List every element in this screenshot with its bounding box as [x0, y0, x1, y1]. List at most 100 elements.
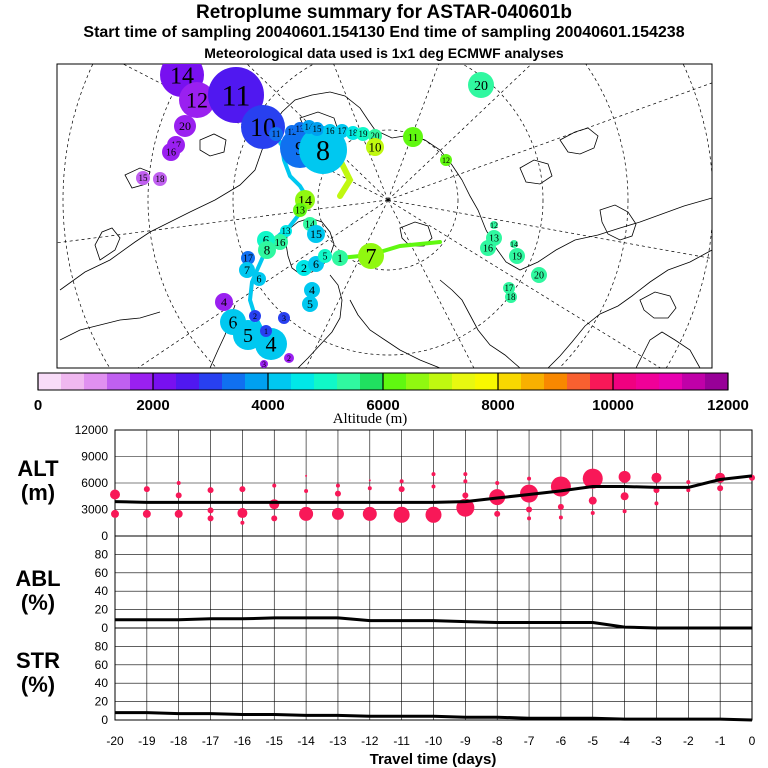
- alt-cluster-dot: [588, 496, 597, 505]
- str-y-tick-label: 40: [95, 676, 109, 690]
- alt-cluster-dot: [304, 488, 309, 493]
- alt-cluster-dot: [526, 506, 533, 513]
- alt-cluster-dot: [239, 486, 246, 493]
- abl-panel-title: ABL: [15, 566, 60, 591]
- map-cluster-marker: [335, 124, 349, 138]
- map-cluster-marker: [510, 240, 518, 248]
- map-cluster-label: 15: [310, 227, 322, 241]
- colorbar-cell: [636, 373, 660, 390]
- map-cluster-marker: [403, 127, 423, 147]
- colorbar-cell: [38, 373, 62, 390]
- map-cluster-label: 5: [243, 325, 253, 347]
- colorbar-cell: [130, 373, 154, 390]
- map-basemap: 1412111020171615189812131415161718192011…: [57, 64, 712, 368]
- map-cluster-label: 6: [229, 312, 238, 332]
- map-cluster-label: 13: [295, 206, 305, 217]
- map-cluster-label: 8: [316, 136, 330, 167]
- map-cluster-marker: [480, 240, 496, 256]
- x-tick-label: -19: [138, 734, 156, 748]
- alt-y-tick-label: 9000: [81, 450, 108, 464]
- map-cluster-marker: [153, 172, 167, 186]
- map-frame: [56, 63, 713, 369]
- map-cluster-marker: [280, 225, 292, 237]
- alt-cluster-dot: [305, 474, 308, 477]
- map-cluster-label: 4: [309, 283, 315, 297]
- map-cluster-label: 17: [505, 283, 515, 293]
- map-cluster-marker: [531, 267, 547, 283]
- alt-cluster-dot: [550, 476, 571, 497]
- alt-cluster-dot: [176, 481, 181, 485]
- alt-cluster-dot: [269, 499, 280, 510]
- colorbar-cell: [383, 373, 407, 390]
- colorbar-cell: [61, 373, 85, 390]
- alt-cluster-dot: [463, 472, 468, 477]
- colorbar-cell: [107, 373, 131, 390]
- colorbar-tick-label: 8000: [481, 397, 514, 414]
- map-cluster-label: 20: [179, 119, 191, 133]
- colorbar-cell: [176, 373, 200, 390]
- alt-cluster-dot: [717, 485, 724, 492]
- abl-y-tick-label: 40: [95, 584, 109, 598]
- alt-panel-grid: 0 3000 6000 9000 12000: [75, 423, 753, 543]
- x-tick-label: -10: [425, 734, 443, 748]
- map-cluster-marker: [318, 249, 332, 263]
- map-cluster-label: 17: [338, 126, 348, 136]
- alt-cluster-dot: [272, 483, 277, 488]
- map-cluster-marker: [490, 221, 498, 229]
- x-tick-label: 0: [749, 734, 756, 748]
- alt-cluster-dot: [398, 486, 405, 493]
- colorbar-cell: [613, 373, 637, 390]
- alt-y-tick-label: 12000: [75, 423, 109, 437]
- alt-cluster-dot: [174, 509, 183, 518]
- colorbar-cell: [268, 373, 292, 390]
- map-cluster-label: 14: [510, 240, 518, 249]
- colorbar-cell: [659, 373, 683, 390]
- alt-cluster-dot: [271, 515, 278, 522]
- chart-title: Retroplume summary for ASTAR-040601b: [196, 2, 572, 23]
- map-cluster-marker: [358, 243, 384, 269]
- map-cluster-label: 2: [301, 261, 307, 275]
- map-cluster-label: 19: [359, 129, 369, 139]
- map-cluster-marker: [503, 282, 515, 294]
- alt-panel-unit: (m): [21, 480, 55, 505]
- alt-series-line: [114, 474, 753, 504]
- map-cluster-marker: [272, 234, 288, 250]
- colorbar-cell: [199, 373, 223, 390]
- alt-cluster-dot: [686, 488, 691, 493]
- str-panel-grid: 0 20 40 60 80: [95, 627, 753, 727]
- map-cluster-label: 14: [305, 122, 315, 132]
- colorbar-cell: [475, 373, 499, 390]
- sampling-time-line: Start time of sampling 20040601.154130 E…: [83, 24, 685, 41]
- colorbar-tick-label: 0: [34, 397, 42, 414]
- map-cluster-label: 16: [483, 244, 493, 255]
- alt-cluster-dot: [393, 506, 410, 523]
- str-panel-unit: (%): [21, 672, 55, 697]
- alt-cluster-dot: [207, 515, 214, 522]
- x-axis-label: Travel time (days): [370, 751, 497, 768]
- alt-cluster-dot: [142, 509, 151, 518]
- alt-cluster-dot: [111, 509, 119, 518]
- alt-cluster-dot: [299, 506, 314, 521]
- x-tick-label: -16: [234, 734, 252, 748]
- map-cluster-label: 18: [349, 128, 359, 138]
- colorbar-label: Altitude (m): [333, 411, 408, 427]
- alt-cluster-dot: [143, 486, 150, 493]
- colorbar-cell: [429, 373, 453, 390]
- alt-cluster-dot: [558, 515, 563, 520]
- map-cluster-label: 8: [264, 243, 271, 258]
- alt-cluster-dot: [362, 506, 377, 521]
- alt-cluster-dot: [431, 472, 436, 477]
- map-cluster-marker: [509, 248, 525, 264]
- map-cluster-label: 11: [272, 129, 281, 139]
- map-cluster-marker: [468, 72, 494, 98]
- map-cluster-marker: [278, 312, 290, 324]
- map-cluster-label: 13: [282, 226, 292, 236]
- x-tick-label: -15: [266, 734, 284, 748]
- colorbar-cell: [567, 373, 591, 390]
- alt-y-tick-label: 6000: [81, 476, 108, 490]
- alt-cluster-dot: [331, 507, 344, 520]
- abl-panel-unit: (%): [21, 590, 55, 615]
- colorbar-cells: [38, 373, 729, 390]
- alt-cluster-dot: [335, 483, 340, 488]
